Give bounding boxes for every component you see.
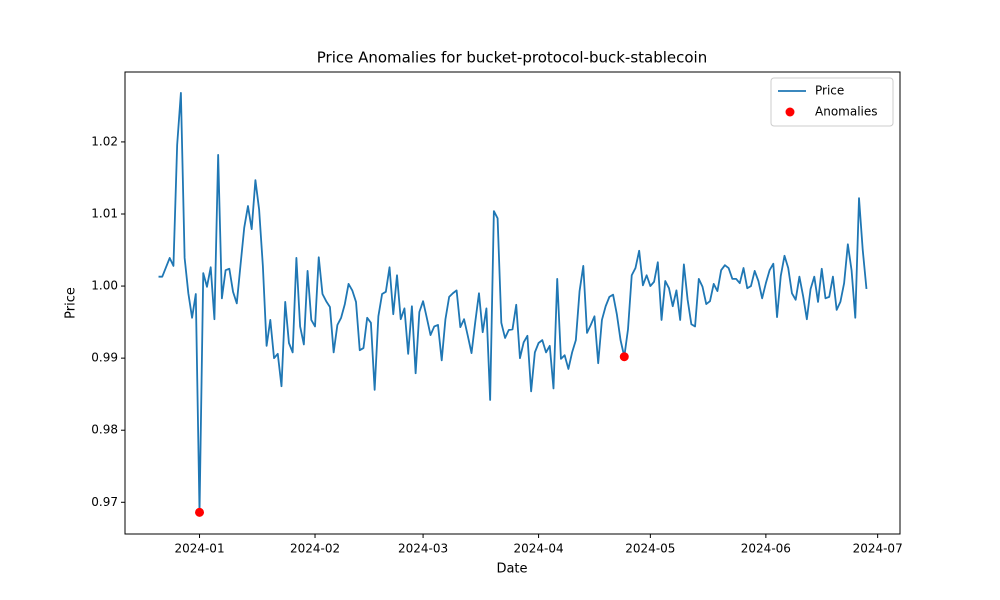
- x-tick-label: 2024-04: [514, 542, 564, 556]
- y-tick-label: 1.01: [91, 206, 118, 220]
- chart-title: Price Anomalies for bucket-protocol-buck…: [317, 49, 707, 67]
- x-tick-label: 2024-06: [741, 542, 791, 556]
- y-tick-label: 0.99: [91, 351, 118, 365]
- anomaly-point: [619, 352, 629, 362]
- x-tick-label: 2024-07: [853, 542, 903, 556]
- y-tick-label: 0.98: [91, 423, 118, 437]
- y-tick-label: 1.00: [91, 279, 118, 293]
- legend-label: Anomalies: [815, 105, 878, 119]
- legend-box: [770, 77, 894, 127]
- y-tick-label: 0.97: [91, 495, 118, 509]
- x-tick-label: 2024-01: [174, 542, 224, 556]
- plot-frame: [124, 71, 901, 535]
- y-axis-label: Price: [64, 287, 79, 319]
- legend-marker: [785, 107, 795, 117]
- price-line: [158, 92, 868, 514]
- legend-label: Price: [815, 84, 844, 98]
- x-axis-label: Date: [496, 562, 527, 577]
- x-tick-label: 2024-05: [625, 542, 675, 556]
- anomaly-point: [195, 507, 205, 517]
- x-tick-label: 2024-03: [398, 542, 448, 556]
- x-tick-label: 2024-02: [290, 542, 340, 556]
- y-tick-label: 1.02: [91, 134, 118, 148]
